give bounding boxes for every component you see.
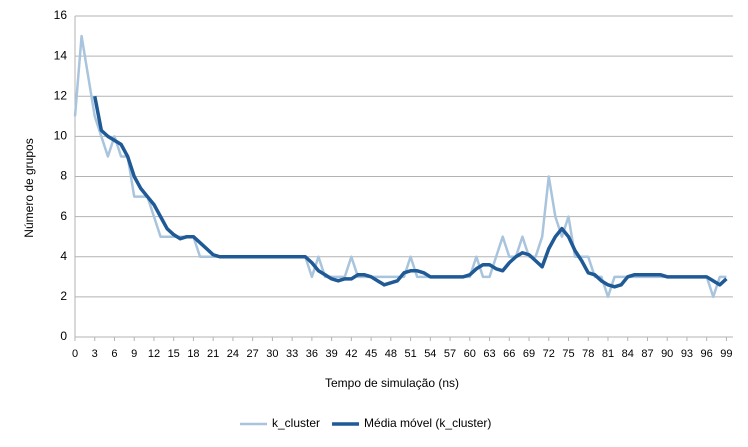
x-tick-label: 75 — [562, 348, 574, 360]
x-tick-label: 12 — [148, 348, 160, 360]
y-tick-label: 16 — [54, 8, 68, 22]
y-tick-label: 6 — [60, 209, 67, 223]
x-tick-label: 63 — [483, 348, 495, 360]
y-axis-label: Número de grupos — [22, 138, 36, 237]
series-line — [93, 95, 728, 289]
x-tick-label: 24 — [227, 348, 239, 360]
x-tick-label: 78 — [582, 348, 594, 360]
x-tick-label: 18 — [187, 348, 199, 360]
x-tick-label: 96 — [701, 348, 713, 360]
x-tick-label: 30 — [266, 348, 278, 360]
x-tick-label: 66 — [503, 348, 515, 360]
x-tick-label: 27 — [247, 348, 259, 360]
x-tick-label: 48 — [385, 348, 397, 360]
x-tick-label: 36 — [306, 348, 318, 360]
x-tick-label: 51 — [404, 348, 416, 360]
x-tick-label: 9 — [131, 348, 137, 360]
x-axis-label: Tempo de simulação (ns) — [325, 376, 459, 390]
series-line — [73, 34, 727, 299]
x-tick-label: 69 — [523, 348, 535, 360]
y-tick-label: 10 — [54, 129, 68, 143]
legend-label: k_cluster — [272, 416, 320, 430]
x-tick-label: 21 — [207, 348, 219, 360]
x-tick-label: 93 — [681, 348, 693, 360]
y-tick-label: 12 — [54, 88, 68, 102]
x-tick-label: 87 — [641, 348, 653, 360]
y-tick-label: 0 — [60, 329, 67, 343]
x-tick-label: 42 — [345, 348, 357, 360]
y-tick-label: 2 — [60, 289, 67, 303]
y-tick-label: 14 — [54, 48, 68, 62]
y-tick-label: 4 — [60, 249, 67, 263]
x-tick-label: 15 — [168, 348, 180, 360]
y-tick-label: 8 — [60, 169, 67, 183]
x-tick-label: 0 — [72, 348, 78, 360]
x-tick-label: 3 — [92, 348, 98, 360]
x-tick-label: 6 — [111, 348, 117, 360]
x-tick-label: 39 — [325, 348, 337, 360]
x-tick-label: 81 — [602, 348, 614, 360]
x-tick-label: 84 — [622, 348, 634, 360]
x-tick-label: 33 — [286, 348, 298, 360]
x-tick-label: 60 — [464, 348, 476, 360]
x-tick-label: 57 — [444, 348, 456, 360]
x-tick-label: 99 — [720, 348, 732, 360]
x-tick-label: 72 — [543, 348, 555, 360]
x-tick-label: 45 — [365, 348, 377, 360]
x-tick-label: 54 — [424, 348, 436, 360]
legend-label: Média móvel (k_cluster) — [364, 416, 491, 430]
x-tick-label: 90 — [661, 348, 673, 360]
